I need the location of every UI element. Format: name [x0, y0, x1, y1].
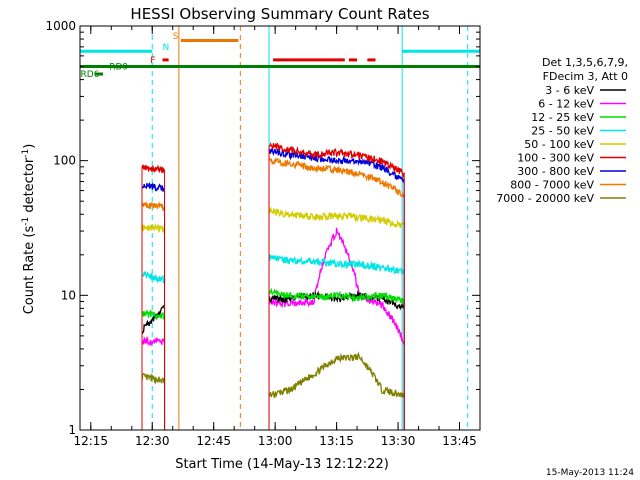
timestamp: 15-May-2013 11:24: [545, 468, 634, 478]
series-line-5-0: [141, 222, 166, 233]
series-line-0-1: [268, 351, 405, 399]
plot-area: NS F RD9 RD6: [79, 25, 481, 431]
x-tick-label-0: 12:15: [73, 434, 108, 448]
series-line-4-1: [268, 254, 405, 275]
series-line-3-0: [141, 308, 166, 321]
y-tick-label-3: 1000: [45, 19, 76, 33]
legend-label-6: 300 - 800 keV: [517, 165, 594, 178]
legend-label-1: 6 - 12 keV: [538, 98, 594, 111]
series-line-1-0: [141, 336, 165, 347]
series-line-7-0: [141, 181, 166, 192]
x-tick-label-3: 13:00: [258, 434, 293, 448]
series-line-7-1: [268, 147, 405, 183]
series-line-8-0: [141, 164, 166, 174]
legend-label-3: 25 - 50 keV: [531, 125, 594, 138]
flag-label-RD6: RD6: [81, 70, 100, 80]
series-line-3-1: [268, 287, 405, 305]
flag-label-S: S: [173, 32, 179, 42]
legend-label-4: 50 - 100 keV: [524, 138, 594, 151]
series-line-6-0: [141, 201, 166, 211]
y-tick-label-2: 100: [53, 154, 76, 168]
y-axis: 1 10 100 1000: [45, 19, 480, 437]
legend-label-5: 100 - 300 keV: [517, 152, 594, 165]
series-line-4-0: [141, 270, 166, 285]
legend-header-line-2: FDecim 3, Att 0: [543, 70, 628, 83]
flag-label-N: N: [162, 43, 169, 53]
flag-label-F: F: [150, 56, 155, 66]
legend-label-8: 7000 - 20000 keV: [496, 192, 594, 205]
x-tick-label-4: 13:15: [319, 434, 354, 448]
legend-header-line-1: Det 1,3,5,6,7,9,: [542, 56, 628, 69]
y-tick-label-1: 10: [61, 288, 76, 302]
x-tick-label-1: 12:30: [135, 434, 170, 448]
x-tick-label-5: 13:30: [381, 434, 416, 448]
legend: Det 1,3,5,6,7,9, FDecim 3, Att 0 3 - 6 k…: [496, 56, 628, 205]
series-line-2-0: [141, 304, 166, 335]
y-axis-label: Count Rate (s-1 detector-1): [21, 144, 37, 315]
x-tick-label-2: 12:45: [196, 434, 231, 448]
series-line-0-0: [141, 372, 166, 385]
series-line-5-1: [268, 206, 405, 229]
x-axis-label: Start Time (14-May-13 12:12:22): [175, 457, 389, 472]
flag-label-RD9: RD9: [109, 63, 128, 73]
chart-title: HESSI Observing Summary Count Rates: [130, 5, 429, 23]
x-tick-label-6: 13:45: [442, 434, 477, 448]
series-line-8-1: [269, 142, 405, 178]
legend-label-0: 3 - 6 keV: [545, 84, 594, 97]
x-axis: 12:15 12:30 12:45 13:00 13:15 13:30 13:45: [73, 26, 481, 448]
plot-frame: [79, 25, 481, 431]
legend-label-2: 12 - 25 keV: [531, 111, 594, 124]
y-tick-label-0: 1: [68, 423, 76, 437]
series-line-6-1: [268, 157, 405, 198]
legend-label-7: 800 - 7000 keV: [510, 179, 594, 192]
series-line-1-1: [268, 227, 405, 345]
